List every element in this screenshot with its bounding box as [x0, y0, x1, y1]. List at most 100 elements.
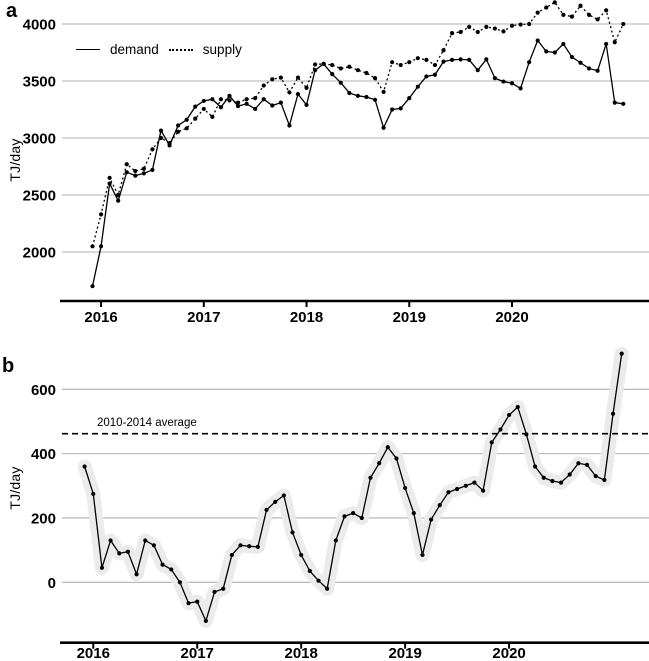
demand-point	[424, 74, 429, 79]
balance-point	[195, 599, 200, 604]
demand-point	[253, 106, 258, 112]
balance-point	[576, 461, 581, 466]
balance-point	[489, 440, 494, 445]
supply-point	[390, 60, 395, 65]
balance-point	[264, 507, 269, 513]
balance-point	[108, 538, 113, 543]
supply-point	[295, 75, 301, 80]
legend-label-demand: demand	[110, 42, 159, 57]
panel-a-label: a	[6, 0, 18, 22]
demand-point	[124, 170, 129, 175]
supply-point	[201, 106, 206, 112]
demand-point	[218, 105, 224, 110]
supply-point	[552, 0, 557, 5]
demand-point	[364, 94, 369, 100]
balance-point	[333, 538, 338, 543]
x-tick-label: 2016	[77, 645, 110, 661]
demand-point	[441, 59, 446, 64]
supply-point	[467, 24, 472, 29]
balance-point	[281, 493, 286, 498]
balance-point	[290, 530, 295, 535]
balance-point	[368, 475, 373, 480]
supply-point	[244, 97, 249, 102]
balance-point	[550, 478, 555, 484]
demand-point	[98, 244, 104, 249]
demand-point	[535, 38, 540, 43]
demand-point	[278, 100, 283, 105]
demand-point	[398, 106, 403, 111]
demand-point	[347, 90, 352, 96]
supply-point	[90, 244, 95, 249]
x-tick-label: 2020	[495, 309, 528, 326]
panel-a-chart: 2016 2017 2018 2019 2020 2000 2500 3000 3500 4000	[23, 0, 649, 326]
demand-point	[390, 107, 395, 112]
demand-point	[287, 123, 292, 128]
supply-point	[535, 10, 540, 15]
balance-point	[160, 562, 165, 567]
supply-point	[484, 24, 489, 29]
supply-point	[338, 66, 343, 71]
demand-point	[381, 125, 386, 130]
balance-point	[238, 543, 243, 548]
supply-point	[261, 83, 266, 88]
balance-point	[255, 544, 260, 550]
supply-point	[612, 40, 617, 45]
x-tick-label: 2017	[187, 309, 220, 326]
supply-point	[124, 162, 129, 167]
supply-point	[355, 68, 361, 73]
supply-point	[141, 166, 146, 171]
supply-point	[424, 57, 429, 63]
supply-point	[475, 29, 480, 35]
demand-point	[184, 117, 189, 122]
uncertainty-ribbon	[77, 346, 629, 628]
demand-point	[415, 84, 420, 89]
supply-point	[304, 85, 309, 90]
demand-line-swatch-icon	[76, 49, 100, 50]
demand-point	[561, 41, 566, 47]
supply-point	[372, 76, 378, 81]
demand-point	[90, 284, 95, 289]
balance-point	[455, 486, 460, 492]
demand-point	[176, 123, 181, 128]
demand-point	[518, 86, 523, 91]
balance-point	[143, 538, 148, 543]
supply-point	[193, 116, 198, 121]
balance-point	[610, 411, 616, 416]
y-tick-label: 600	[31, 382, 56, 399]
balance-point	[558, 480, 564, 485]
balance-point	[212, 589, 217, 595]
demand-point	[227, 93, 232, 98]
supply-point	[364, 70, 369, 76]
supply-point	[184, 126, 189, 131]
supply-point	[210, 114, 215, 120]
balance-point	[316, 578, 321, 583]
supply-point	[604, 8, 609, 13]
demand-point	[458, 57, 463, 62]
balance-point	[385, 445, 390, 450]
demand-point	[372, 97, 378, 102]
supply-point	[176, 129, 181, 134]
demand-point	[330, 72, 335, 77]
supply-point	[527, 21, 532, 27]
y-tick-label: 400	[31, 446, 56, 463]
balance-point	[203, 618, 208, 623]
supply-point	[415, 56, 420, 61]
supply-point	[518, 22, 523, 27]
supply-point	[133, 168, 138, 174]
supply-point	[407, 60, 412, 65]
supply-point	[278, 75, 283, 80]
supply-point	[116, 192, 121, 198]
supply-point	[253, 96, 258, 101]
x-tick-label: 2017	[181, 645, 214, 661]
demand-point	[621, 101, 626, 106]
balance-point	[498, 427, 503, 432]
demand-point	[235, 103, 241, 109]
supply-point	[218, 97, 224, 102]
x-tick-label: 2018	[290, 309, 323, 326]
supply-point	[98, 212, 104, 217]
supply-point	[458, 29, 463, 35]
demand-point	[304, 102, 309, 108]
demand-point	[552, 50, 557, 55]
balance-point	[186, 601, 191, 606]
balance-point	[273, 499, 278, 504]
